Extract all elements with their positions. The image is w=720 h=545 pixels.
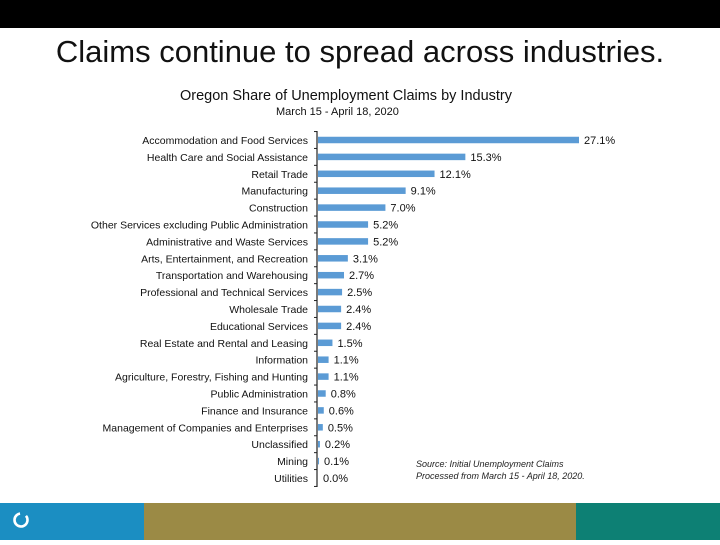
value-label: 2.7% [349,270,374,282]
value-label: 15.3% [470,152,501,164]
category-label: Agriculture, Forestry, Fishing and Hunti… [115,372,308,384]
value-label: 12.1% [440,169,471,181]
bar [318,424,323,431]
bar [318,187,406,194]
chart-title: Oregon Share of Unemployment Claims by I… [180,88,513,104]
bar [318,288,343,296]
source-note-line-2: Processed from March 15 - April 18, 2020… [416,471,585,481]
bar [318,238,369,245]
category-label: Arts, Entertainment, and Recreation [141,253,308,265]
axis-layer: Accommodation and Food Services Health Ca… [91,131,318,487]
category-label: Construction [249,203,308,215]
category-label: Transportation and Warehousing [156,270,308,282]
value-label: 3.1% [353,253,378,265]
footer-olive-band [144,503,576,540]
category-label: Information [255,355,308,367]
category-label: Other Services excluding Public Administ… [91,220,308,232]
bar [318,390,326,397]
category-label: Mining [277,456,308,468]
value-label: 5.2% [373,220,398,232]
value-label: 1.5% [337,338,362,350]
value-label: 0.6% [329,405,354,417]
category-label: Management of Companies and Enterprises [103,422,308,434]
value-label: 1.1% [334,355,359,367]
bars-layer: 27.1% 15.3% 12.1% 9.1% 7.0% 5.2% 5.2% 3.1% 2.7% 2… [318,135,615,485]
bar [318,440,320,448]
category-label: Unclassified [251,439,308,451]
category-label: Educational Services [210,321,308,333]
source-note-line-1: Source: Initial Unemployment Claims [416,459,564,469]
value-label: 1.1% [334,372,359,384]
value-label: 27.1% [584,135,615,147]
value-label: 5.2% [373,236,398,248]
chart-subtitle: March 15 - April 18, 2020 [276,106,399,118]
category-label: Public Administration [211,389,309,401]
bar [318,136,579,144]
category-label: Wholesale Trade [229,304,308,316]
category-label: Administrative and Waste Services [146,236,308,248]
bar [318,204,386,211]
bar [318,356,329,363]
value-label: 9.1% [411,186,436,198]
category-label: Accommodation and Food Services [142,135,308,147]
category-label: Finance and Insurance [201,405,308,417]
bar [318,373,329,380]
category-label: Manufacturing [241,186,308,198]
value-label: 0.1% [324,456,349,468]
category-label: Retail Trade [251,169,308,181]
bar [318,457,319,465]
top-bar [0,0,720,28]
bar [318,170,435,178]
value-label: 0.5% [328,422,353,434]
value-label: 0.0% [323,473,348,485]
value-label: 7.0% [390,203,415,215]
bar [318,339,333,347]
slide-title: Claims continue to spread across industr… [55,34,665,69]
bar [318,255,348,262]
value-label: 2.4% [346,304,371,316]
bar [318,305,342,313]
category-label: Health Care and Social Assistance [147,152,308,164]
value-label: 0.2% [325,439,350,451]
bar [318,271,345,279]
footer-logo-block [0,503,144,540]
value-label: 0.8% [331,389,356,401]
bar [318,153,466,161]
circle-logo-icon [13,512,29,528]
value-label: 2.4% [346,321,371,333]
category-label: Utilities [274,473,308,485]
category-label: Professional and Technical Services [140,287,308,299]
bar [318,221,369,228]
value-label: 2.5% [347,287,372,299]
footer-teal-band [576,503,720,540]
category-label: Real Estate and Rental and Leasing [140,338,308,350]
bar [318,322,342,330]
bar [318,407,324,414]
